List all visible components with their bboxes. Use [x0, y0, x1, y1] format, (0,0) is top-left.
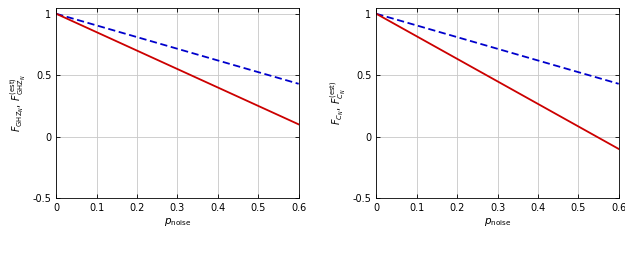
X-axis label: $p_{\mathrm{noise}}$: $p_{\mathrm{noise}}$: [484, 216, 511, 228]
Y-axis label: $F_{\mathrm{GHZ}_N},\, F_{\mathrm{GHZ}_N}^{(\mathrm{est})}$: $F_{\mathrm{GHZ}_N},\, F_{\mathrm{GHZ}_N…: [9, 74, 28, 132]
X-axis label: $p_{\mathrm{noise}}$: $p_{\mathrm{noise}}$: [164, 216, 191, 228]
Y-axis label: $F_{C_N},\, F_{C_N}^{(\mathrm{est})}$: $F_{C_N},\, F_{C_N}^{(\mathrm{est})}$: [329, 81, 348, 125]
